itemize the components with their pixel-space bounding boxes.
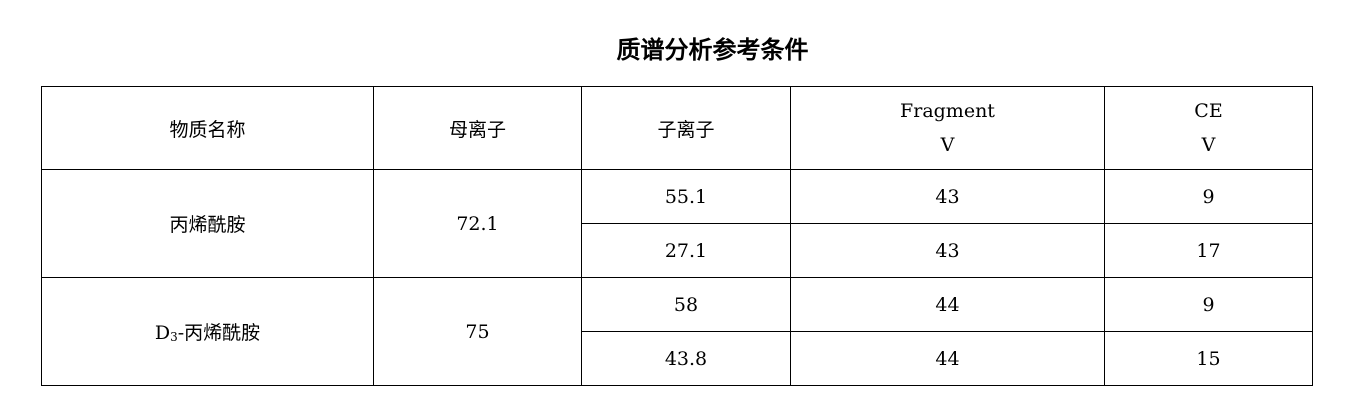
header-daughter-ion: 子离子 [581, 86, 791, 170]
mass-spec-conditions-table: 物质名称 母离子 子离子 Fragment V CE V 丙烯酰胺 72.1 55.… [41, 86, 1313, 386]
daughter-ion: 55.1 [581, 169, 791, 224]
ce: 15 [1104, 331, 1313, 386]
ce: 17 [1104, 223, 1313, 278]
header-ce: CE V [1104, 86, 1313, 170]
parent-ion: 72.1 [373, 169, 582, 278]
header-name: 物质名称 [41, 86, 374, 170]
daughter-ion: 27.1 [581, 223, 791, 278]
parent-ion: 75 [373, 277, 582, 386]
name-subscript: 3 [170, 330, 178, 344]
fragment: 43 [790, 169, 1105, 224]
page-title: 质谱分析参考条件 [616, 36, 809, 64]
name-text: -丙烯酰胺 [177, 322, 261, 344]
daughter-ion: 43.8 [581, 331, 791, 386]
table-row: 43.8 44 15 [42, 331, 1313, 386]
table-row: D3-丙烯酰胺 75 58 44 9 [41, 277, 1313, 386]
substance-name: D3-丙烯酰胺 [41, 277, 374, 386]
fragment: 43 [790, 223, 1105, 278]
ce: 9 [1104, 277, 1313, 332]
fragment: 44 [790, 277, 1105, 332]
ce: 9 [1104, 169, 1313, 224]
table-row: 27.1 43 17 [42, 223, 1313, 278]
fragment: 44 [790, 331, 1105, 386]
header-ce-unit: V [1201, 134, 1216, 156]
header-fragment-label: Fragment [900, 100, 995, 122]
table-row: 丙烯酰胺 72.1 55.1 43 9 [41, 169, 1313, 278]
header-parent-ion: 母离子 [373, 86, 582, 170]
substance-name: 丙烯酰胺 [41, 169, 374, 278]
name-prefix: D [154, 322, 171, 344]
header-row: 物质名称 母离子 子离子 Fragment V CE V [41, 86, 1313, 170]
header-ce-label: CE [1194, 100, 1223, 122]
header-fragment: Fragment V [790, 86, 1105, 170]
header-fragment-unit: V [940, 134, 955, 156]
daughter-ion: 58 [581, 277, 791, 332]
